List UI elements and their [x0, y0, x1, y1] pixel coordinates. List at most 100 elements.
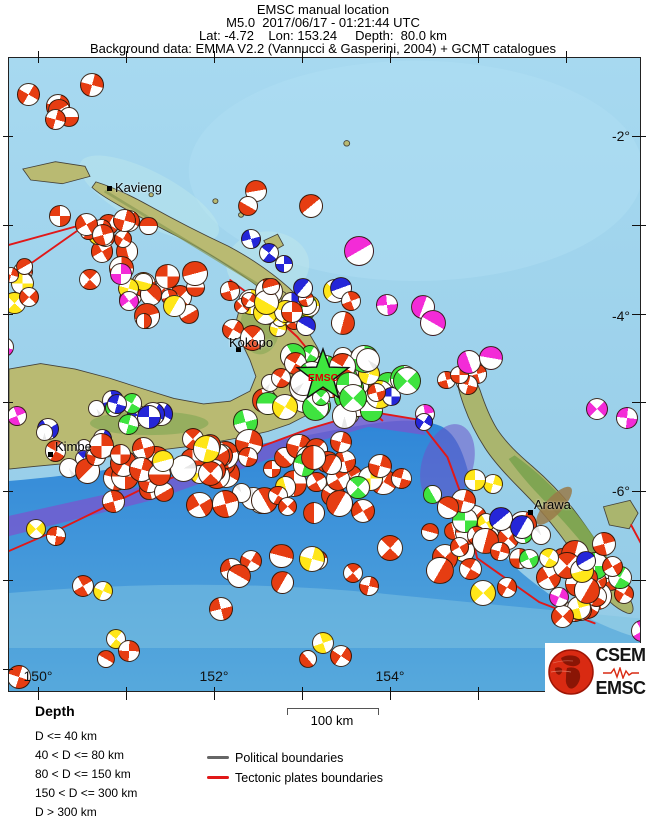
longitude-label: 150° — [23, 668, 53, 684]
focal-mechanism-beachball — [367, 453, 393, 479]
city-marker-kimbe — [48, 452, 53, 457]
focal-mechanism-beachball — [359, 576, 379, 596]
focal-mechanism-beachball — [9, 665, 31, 689]
axis-tick — [632, 490, 646, 492]
focal-mechanism-beachball — [420, 310, 446, 336]
axis-tick — [3, 313, 13, 315]
focal-mechanism-beachball — [271, 570, 295, 595]
focal-mechanism-beachball — [113, 229, 133, 249]
focal-mechanism-beachball — [602, 556, 624, 578]
axis-tick — [3, 668, 13, 670]
latitude-label: -2° — [611, 128, 630, 144]
focal-mechanism-beachball — [330, 645, 352, 667]
focal-mechanism-beachball — [259, 243, 279, 263]
focal-mechanism-beachball — [113, 209, 137, 233]
axis-tick — [389, 687, 391, 700]
axis-tick — [3, 490, 13, 492]
city-label-arawa: Arawa — [534, 497, 571, 512]
axis-tick — [301, 687, 303, 700]
focal-mechanism-beachball — [239, 325, 266, 351]
focal-mechanism-beachball — [238, 196, 258, 216]
focal-mechanism-beachball — [415, 413, 433, 431]
terrain-ridge — [536, 486, 572, 525]
focal-mechanism-beachball — [91, 223, 114, 246]
focal-mechanism-beachball — [79, 268, 101, 291]
axis-tick — [213, 687, 215, 700]
focal-mechanism-beachball — [277, 497, 297, 517]
focal-mechanism-beachball — [341, 291, 361, 311]
focal-mechanism-beachball — [449, 537, 470, 557]
header-background-data-line: Background data: EMMA V2.2 (Vannucci & G… — [90, 41, 556, 56]
trench-purple-patch — [420, 424, 475, 505]
header-event-line: M5.0 2017/06/17 - 01:21:44 UTC — [226, 15, 420, 30]
focal-mechanism-beachball — [330, 430, 353, 453]
focal-mechanism-beachball — [136, 404, 162, 430]
focal-mechanism-beachball — [377, 535, 404, 562]
focal-mechanism-beachball — [46, 526, 66, 546]
focal-mechanism-beachball — [293, 278, 313, 298]
focal-mechanism-beachball — [226, 564, 251, 589]
axis-tick — [125, 51, 127, 63]
focal-mechanism-beachball — [36, 424, 54, 441]
focal-mechanism-beachball — [366, 382, 387, 403]
tectonic-boundary-swatch — [207, 776, 229, 779]
focal-mechanism-beachball — [312, 389, 330, 407]
focal-mechanism-beachball — [490, 541, 510, 562]
longitude-label: 154° — [375, 668, 405, 684]
scale-bar-label: 100 km — [310, 713, 354, 728]
focal-mechanism-beachball — [9, 406, 27, 426]
focal-mechanism-beachball — [539, 548, 559, 568]
focal-mechanism-beachball — [109, 444, 132, 466]
axis-tick — [3, 135, 13, 137]
focal-mechanism-beachball — [182, 260, 208, 287]
focal-mechanism-beachball — [118, 640, 140, 662]
focal-mechanism-beachball — [79, 73, 104, 98]
tectonic-boundary-line — [630, 524, 640, 544]
city-marker-kavieng — [107, 186, 112, 191]
focal-mechanism-beachball — [344, 236, 374, 266]
legend-depth-item: 40 < D <= 80 km — [35, 748, 125, 762]
latitude-label: -4° — [611, 308, 630, 324]
axis-tick — [565, 51, 567, 63]
legend-depth-item: D <= 40 km — [35, 729, 98, 743]
focal-mechanism-beachball — [295, 316, 316, 337]
axis-tick — [301, 51, 303, 63]
epicenter-label: EMSC — [307, 372, 339, 384]
scale-bar — [287, 708, 379, 715]
focal-mechanism-beachball — [26, 519, 46, 539]
axis-tick — [477, 51, 479, 63]
legend-depth-item: 150 < D <= 300 km — [35, 786, 138, 800]
focal-mechanism-beachball — [423, 485, 442, 504]
focal-mechanism-beachball — [135, 312, 152, 329]
focal-mechanism-beachball — [262, 277, 280, 296]
island-shortland — [602, 499, 639, 530]
political-boundary-swatch — [207, 756, 229, 759]
focal-mechanism-beachball — [72, 575, 94, 597]
focal-mechanism-beachball — [271, 394, 298, 420]
city-label-kokopo: Kokopo — [229, 335, 274, 350]
focal-mechanism-beachball — [479, 346, 503, 370]
focal-mechanism-beachball — [331, 310, 355, 335]
focal-mechanism-beachball — [299, 650, 317, 668]
focal-mechanism-beachball — [163, 294, 186, 318]
focal-mechanism-beachball — [470, 579, 496, 606]
city-marker-kokopo — [236, 347, 241, 352]
axis-tick — [37, 51, 39, 63]
focal-mechanism-beachball — [421, 522, 440, 542]
focal-mechanism-beachball — [139, 216, 158, 236]
focal-mechanism-beachball — [350, 498, 376, 524]
focal-mechanism-beachball — [93, 581, 113, 601]
focal-mechanism-beachball — [576, 551, 596, 571]
map-canvas: Kavieng Kokopo Kimbe Arawa EMSC — [8, 57, 641, 692]
city-label-kavieng: Kavieng — [115, 180, 162, 195]
focal-mechanism-beachball — [459, 557, 482, 581]
axis-tick — [37, 687, 39, 700]
focal-mechanism-beachball — [616, 407, 638, 429]
focal-mechanism-beachball — [197, 460, 224, 486]
longitude-label: 152° — [199, 668, 229, 684]
logo-csem-text: CSEM — [595, 645, 646, 665]
focal-mechanism-beachball — [117, 413, 139, 436]
axis-tick — [632, 135, 646, 137]
emsc-globe-icon — [548, 649, 594, 695]
axis-tick — [389, 51, 391, 63]
